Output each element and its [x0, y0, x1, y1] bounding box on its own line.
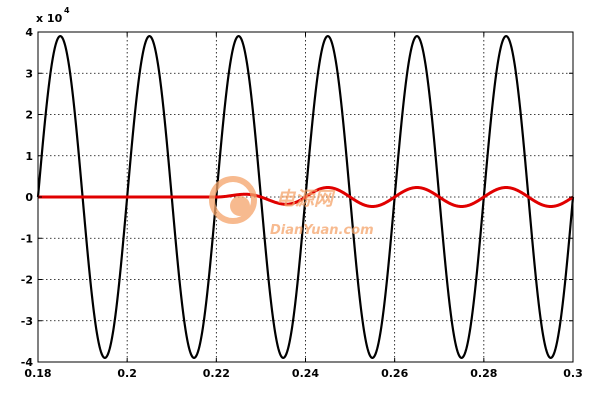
y-tick-label: -2 — [21, 274, 33, 287]
series-layer — [36, 35, 575, 359]
x-tick-label: 0.2 — [117, 367, 137, 380]
watermark-cn-text: 电源网 — [276, 188, 336, 210]
x-tick-label: 0.22 — [203, 367, 230, 380]
y-tick-label: -3 — [21, 315, 33, 328]
watermark-en-text: DianYuan.com — [270, 223, 374, 238]
x-tick-labels: 0.18 0.2 0.22 0.24 0.26 0.28 0.3 — [24, 367, 582, 380]
y-tick-label: 0 — [25, 191, 33, 204]
series-line-red — [36, 186, 575, 208]
y-tick-label: 3 — [25, 67, 33, 80]
y-exponent-power: 4 — [64, 6, 70, 15]
y-tick-labels: -4 -3 -2 -1 0 1 2 3 4 — [21, 26, 34, 369]
y-tick-label: -4 — [21, 356, 34, 369]
watermark: 电源网 DianYuan.com — [209, 176, 374, 238]
x-tick-label: 0.18 — [24, 367, 51, 380]
watermark-logo-icon — [209, 176, 257, 224]
y-tick-label: -1 — [21, 232, 33, 245]
x-tick-label: 0.28 — [470, 367, 497, 380]
watermark-logo-dot-icon — [230, 196, 250, 216]
y-tick-label: 1 — [25, 150, 33, 163]
x-tick-label: 0.3 — [563, 367, 583, 380]
x-tick-label: 0.24 — [292, 367, 319, 380]
ticks — [37, 31, 574, 363]
y-tick-label: 4 — [25, 26, 33, 39]
y-exponent-label: x 10 — [36, 12, 63, 25]
x-tick-label: 0.26 — [381, 367, 408, 380]
y-tick-label: 2 — [25, 109, 33, 122]
